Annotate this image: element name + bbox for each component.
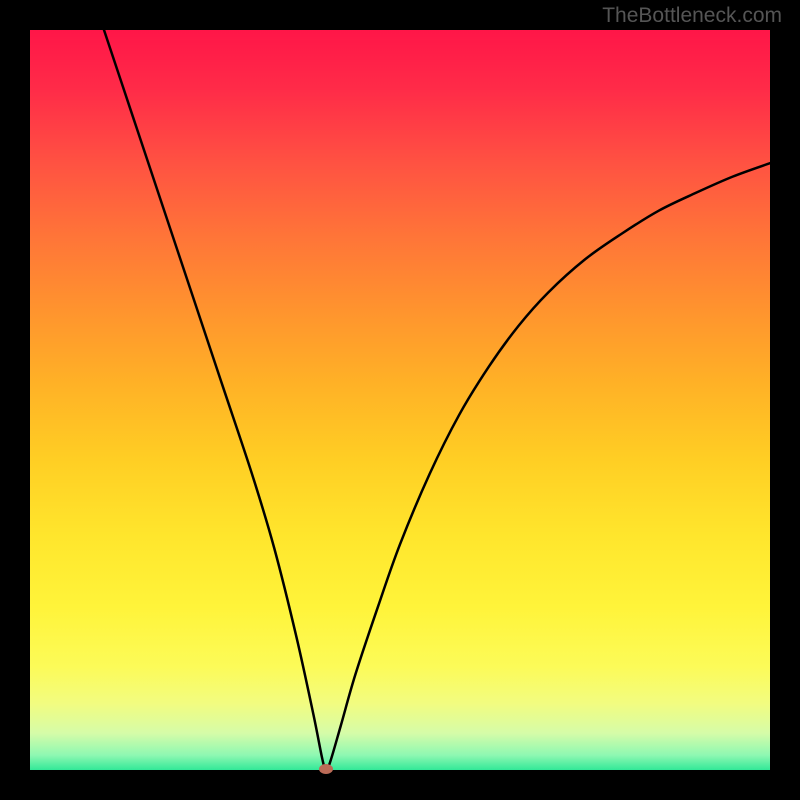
- bottleneck-curve: [30, 30, 770, 770]
- watermark-text: TheBottleneck.com: [602, 4, 782, 28]
- optimum-marker: [319, 764, 333, 774]
- plot-area: [30, 30, 770, 770]
